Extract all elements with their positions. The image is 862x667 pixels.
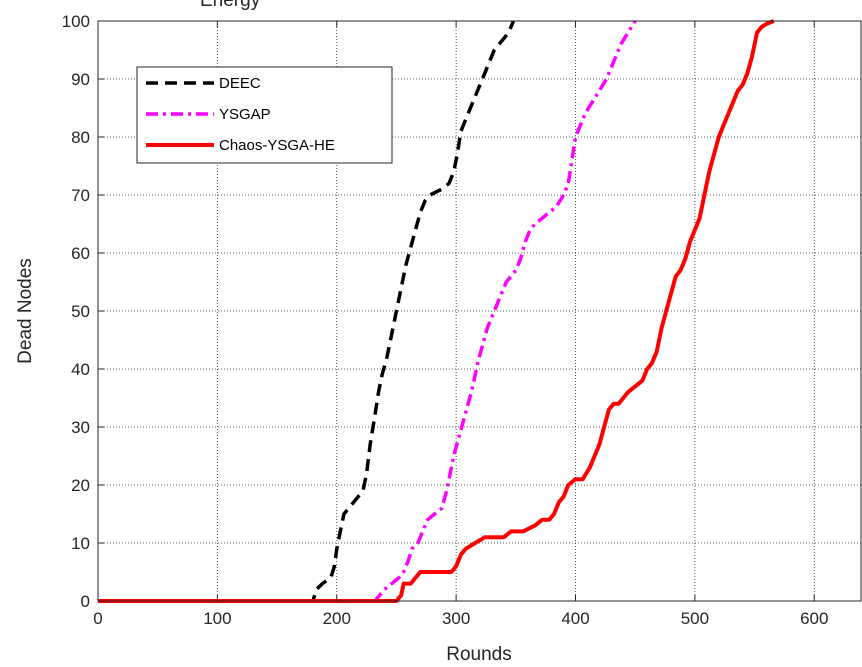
- legend-label: YSGAP: [219, 106, 271, 123]
- y-tick-label: 30: [71, 418, 90, 437]
- x-tick-label: 400: [561, 609, 589, 628]
- x-axis-label: Rounds: [446, 644, 512, 665]
- y-tick-label: 60: [71, 244, 90, 263]
- y-tick-label: 100: [62, 12, 90, 31]
- y-tick-label: 0: [81, 592, 90, 611]
- x-tick-label: 100: [203, 609, 231, 628]
- x-tick-label: 500: [681, 609, 709, 628]
- y-tick-label: 80: [71, 128, 90, 147]
- series-line-deec: [98, 20, 516, 603]
- legend: DEEC YSGAP Chaos-YSGA-HE: [136, 66, 393, 164]
- x-tick-label: 300: [442, 609, 470, 628]
- y-tick-label: 90: [71, 70, 90, 89]
- series-line-ysgap: [98, 20, 637, 603]
- y-tick-label: 10: [71, 534, 90, 553]
- series-lines: [98, 19, 775, 603]
- legend-label: Chaos-YSGA-HE: [219, 137, 335, 154]
- y-axis-label: Dead Nodes: [15, 258, 36, 364]
- y-axis-ticks: 0 10 20 30 40 50 60 70 80 90 100: [62, 12, 104, 611]
- x-tick-label: 600: [800, 609, 828, 628]
- x-tick-label: 200: [323, 609, 351, 628]
- legend-label: DEEC: [219, 75, 261, 92]
- y-tick-label: 70: [71, 186, 90, 205]
- x-tick-label: 0: [93, 609, 102, 628]
- x-axis-ticks: 0 100 200 300 400 500 600: [93, 21, 828, 628]
- series-line-chaos-ysga-he: [98, 19, 775, 603]
- y-tick-label: 40: [71, 360, 90, 379]
- y-tick-label: 20: [71, 476, 90, 495]
- grid-lines: [98, 21, 862, 601]
- chart-title-fragment: Energy: [200, 0, 261, 11]
- y-tick-label: 50: [71, 302, 90, 321]
